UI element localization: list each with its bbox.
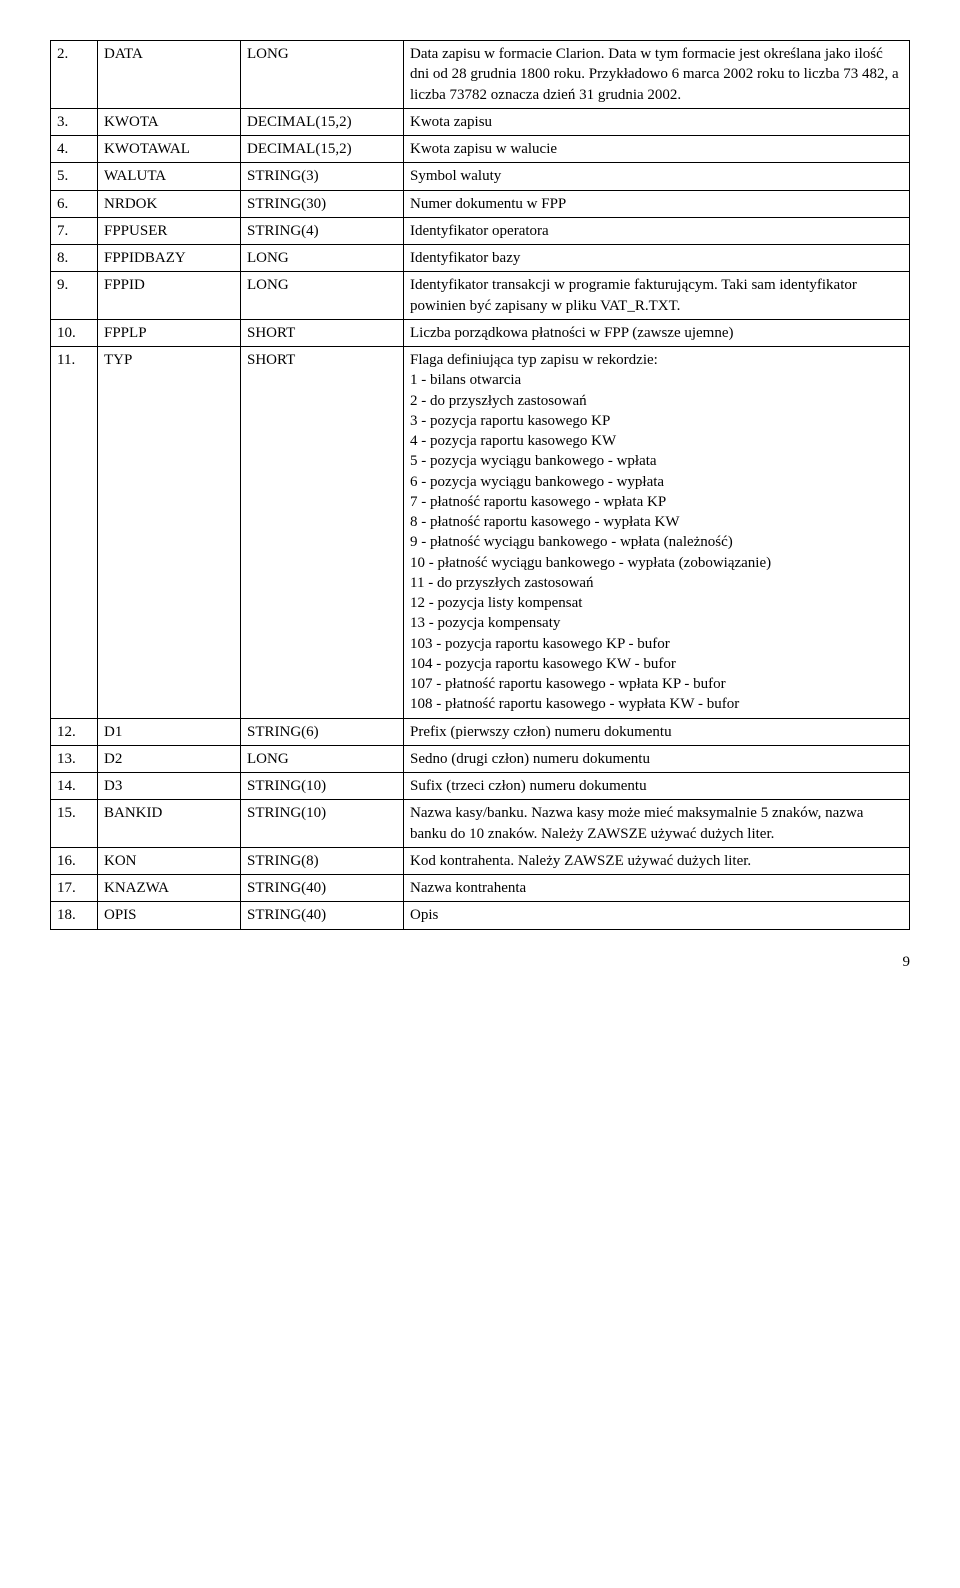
field-description: Prefix (pierwszy człon) numeru dokumentu	[404, 718, 910, 745]
field-description: Kwota zapisu	[404, 108, 910, 135]
row-number: 10.	[51, 319, 98, 346]
table-row: 10.FPPLPSHORTLiczba porządkowa płatności…	[51, 319, 910, 346]
field-name: FPPIDBAZY	[98, 245, 241, 272]
row-number: 15.	[51, 800, 98, 848]
row-number: 8.	[51, 245, 98, 272]
field-name: OPIS	[98, 902, 241, 929]
field-name: D2	[98, 745, 241, 772]
field-name: TYP	[98, 347, 241, 719]
field-description: Numer dokumentu w FPP	[404, 190, 910, 217]
fields-table: 2.DATALONGData zapisu w formacie Clarion…	[50, 40, 910, 930]
table-row: 17.KNAZWASTRING(40)Nazwa kontrahenta	[51, 875, 910, 902]
field-name: KWOTA	[98, 108, 241, 135]
field-type: SHORT	[241, 347, 404, 719]
field-type: LONG	[241, 41, 404, 109]
table-row: 11.TYPSHORTFlaga definiująca typ zapisu …	[51, 347, 910, 719]
field-type: STRING(40)	[241, 902, 404, 929]
row-number: 11.	[51, 347, 98, 719]
table-row: 16.KONSTRING(8)Kod kontrahenta. Należy Z…	[51, 847, 910, 874]
field-type: STRING(8)	[241, 847, 404, 874]
field-name: FPPUSER	[98, 217, 241, 244]
row-number: 7.	[51, 217, 98, 244]
row-number: 16.	[51, 847, 98, 874]
field-description: Opis	[404, 902, 910, 929]
row-number: 18.	[51, 902, 98, 929]
field-name: BANKID	[98, 800, 241, 848]
field-name: D1	[98, 718, 241, 745]
table-row: 2.DATALONGData zapisu w formacie Clarion…	[51, 41, 910, 109]
field-type: STRING(10)	[241, 773, 404, 800]
field-type: STRING(3)	[241, 163, 404, 190]
row-number: 4.	[51, 136, 98, 163]
field-name: FPPLP	[98, 319, 241, 346]
page-number: 9	[50, 954, 910, 971]
field-type: LONG	[241, 745, 404, 772]
field-name: KNAZWA	[98, 875, 241, 902]
field-description: Identyfikator operatora	[404, 217, 910, 244]
row-number: 17.	[51, 875, 98, 902]
table-row: 18.OPISSTRING(40)Opis	[51, 902, 910, 929]
field-description: Data zapisu w formacie Clarion. Data w t…	[404, 41, 910, 109]
row-number: 2.	[51, 41, 98, 109]
row-number: 14.	[51, 773, 98, 800]
row-number: 3.	[51, 108, 98, 135]
field-type: LONG	[241, 245, 404, 272]
table-row: 12.D1STRING(6)Prefix (pierwszy człon) nu…	[51, 718, 910, 745]
row-number: 5.	[51, 163, 98, 190]
table-row: 13.D2LONGSedno (drugi człon) numeru doku…	[51, 745, 910, 772]
row-number: 13.	[51, 745, 98, 772]
field-type: STRING(30)	[241, 190, 404, 217]
row-number: 6.	[51, 190, 98, 217]
field-description: Symbol waluty	[404, 163, 910, 190]
field-type: STRING(10)	[241, 800, 404, 848]
field-type: STRING(6)	[241, 718, 404, 745]
field-description: Identyfikator bazy	[404, 245, 910, 272]
field-type: DECIMAL(15,2)	[241, 108, 404, 135]
table-row: 9.FPPIDLONGIdentyfikator transakcji w pr…	[51, 272, 910, 320]
field-description: Identyfikator transakcji w programie fak…	[404, 272, 910, 320]
field-description: Sedno (drugi człon) numeru dokumentu	[404, 745, 910, 772]
field-name: KWOTAWAL	[98, 136, 241, 163]
field-description: Sufix (trzeci człon) numeru dokumentu	[404, 773, 910, 800]
table-row: 7.FPPUSERSTRING(4)Identyfikator operator…	[51, 217, 910, 244]
field-name: DATA	[98, 41, 241, 109]
field-name: NRDOK	[98, 190, 241, 217]
table-row: 3.KWOTADECIMAL(15,2)Kwota zapisu	[51, 108, 910, 135]
field-type: DECIMAL(15,2)	[241, 136, 404, 163]
field-type: LONG	[241, 272, 404, 320]
field-description: Nazwa kontrahenta	[404, 875, 910, 902]
field-type: SHORT	[241, 319, 404, 346]
field-name: WALUTA	[98, 163, 241, 190]
table-row: 14.D3STRING(10)Sufix (trzeci człon) nume…	[51, 773, 910, 800]
field-name: KON	[98, 847, 241, 874]
field-description: Nazwa kasy/banku. Nazwa kasy może mieć m…	[404, 800, 910, 848]
table-row: 5.WALUTASTRING(3)Symbol waluty	[51, 163, 910, 190]
row-number: 9.	[51, 272, 98, 320]
table-row: 4.KWOTAWALDECIMAL(15,2)Kwota zapisu w wa…	[51, 136, 910, 163]
table-row: 6.NRDOKSTRING(30)Numer dokumentu w FPP	[51, 190, 910, 217]
table-row: 15.BANKIDSTRING(10)Nazwa kasy/banku. Naz…	[51, 800, 910, 848]
table-row: 8.FPPIDBAZYLONGIdentyfikator bazy	[51, 245, 910, 272]
field-description: Kod kontrahenta. Należy ZAWSZE używać du…	[404, 847, 910, 874]
row-number: 12.	[51, 718, 98, 745]
field-description: Flaga definiująca typ zapisu w rekordzie…	[404, 347, 910, 719]
field-type: STRING(4)	[241, 217, 404, 244]
field-description: Kwota zapisu w walucie	[404, 136, 910, 163]
field-name: D3	[98, 773, 241, 800]
field-type: STRING(40)	[241, 875, 404, 902]
field-name: FPPID	[98, 272, 241, 320]
field-description: Liczba porządkowa płatności w FPP (zawsz…	[404, 319, 910, 346]
